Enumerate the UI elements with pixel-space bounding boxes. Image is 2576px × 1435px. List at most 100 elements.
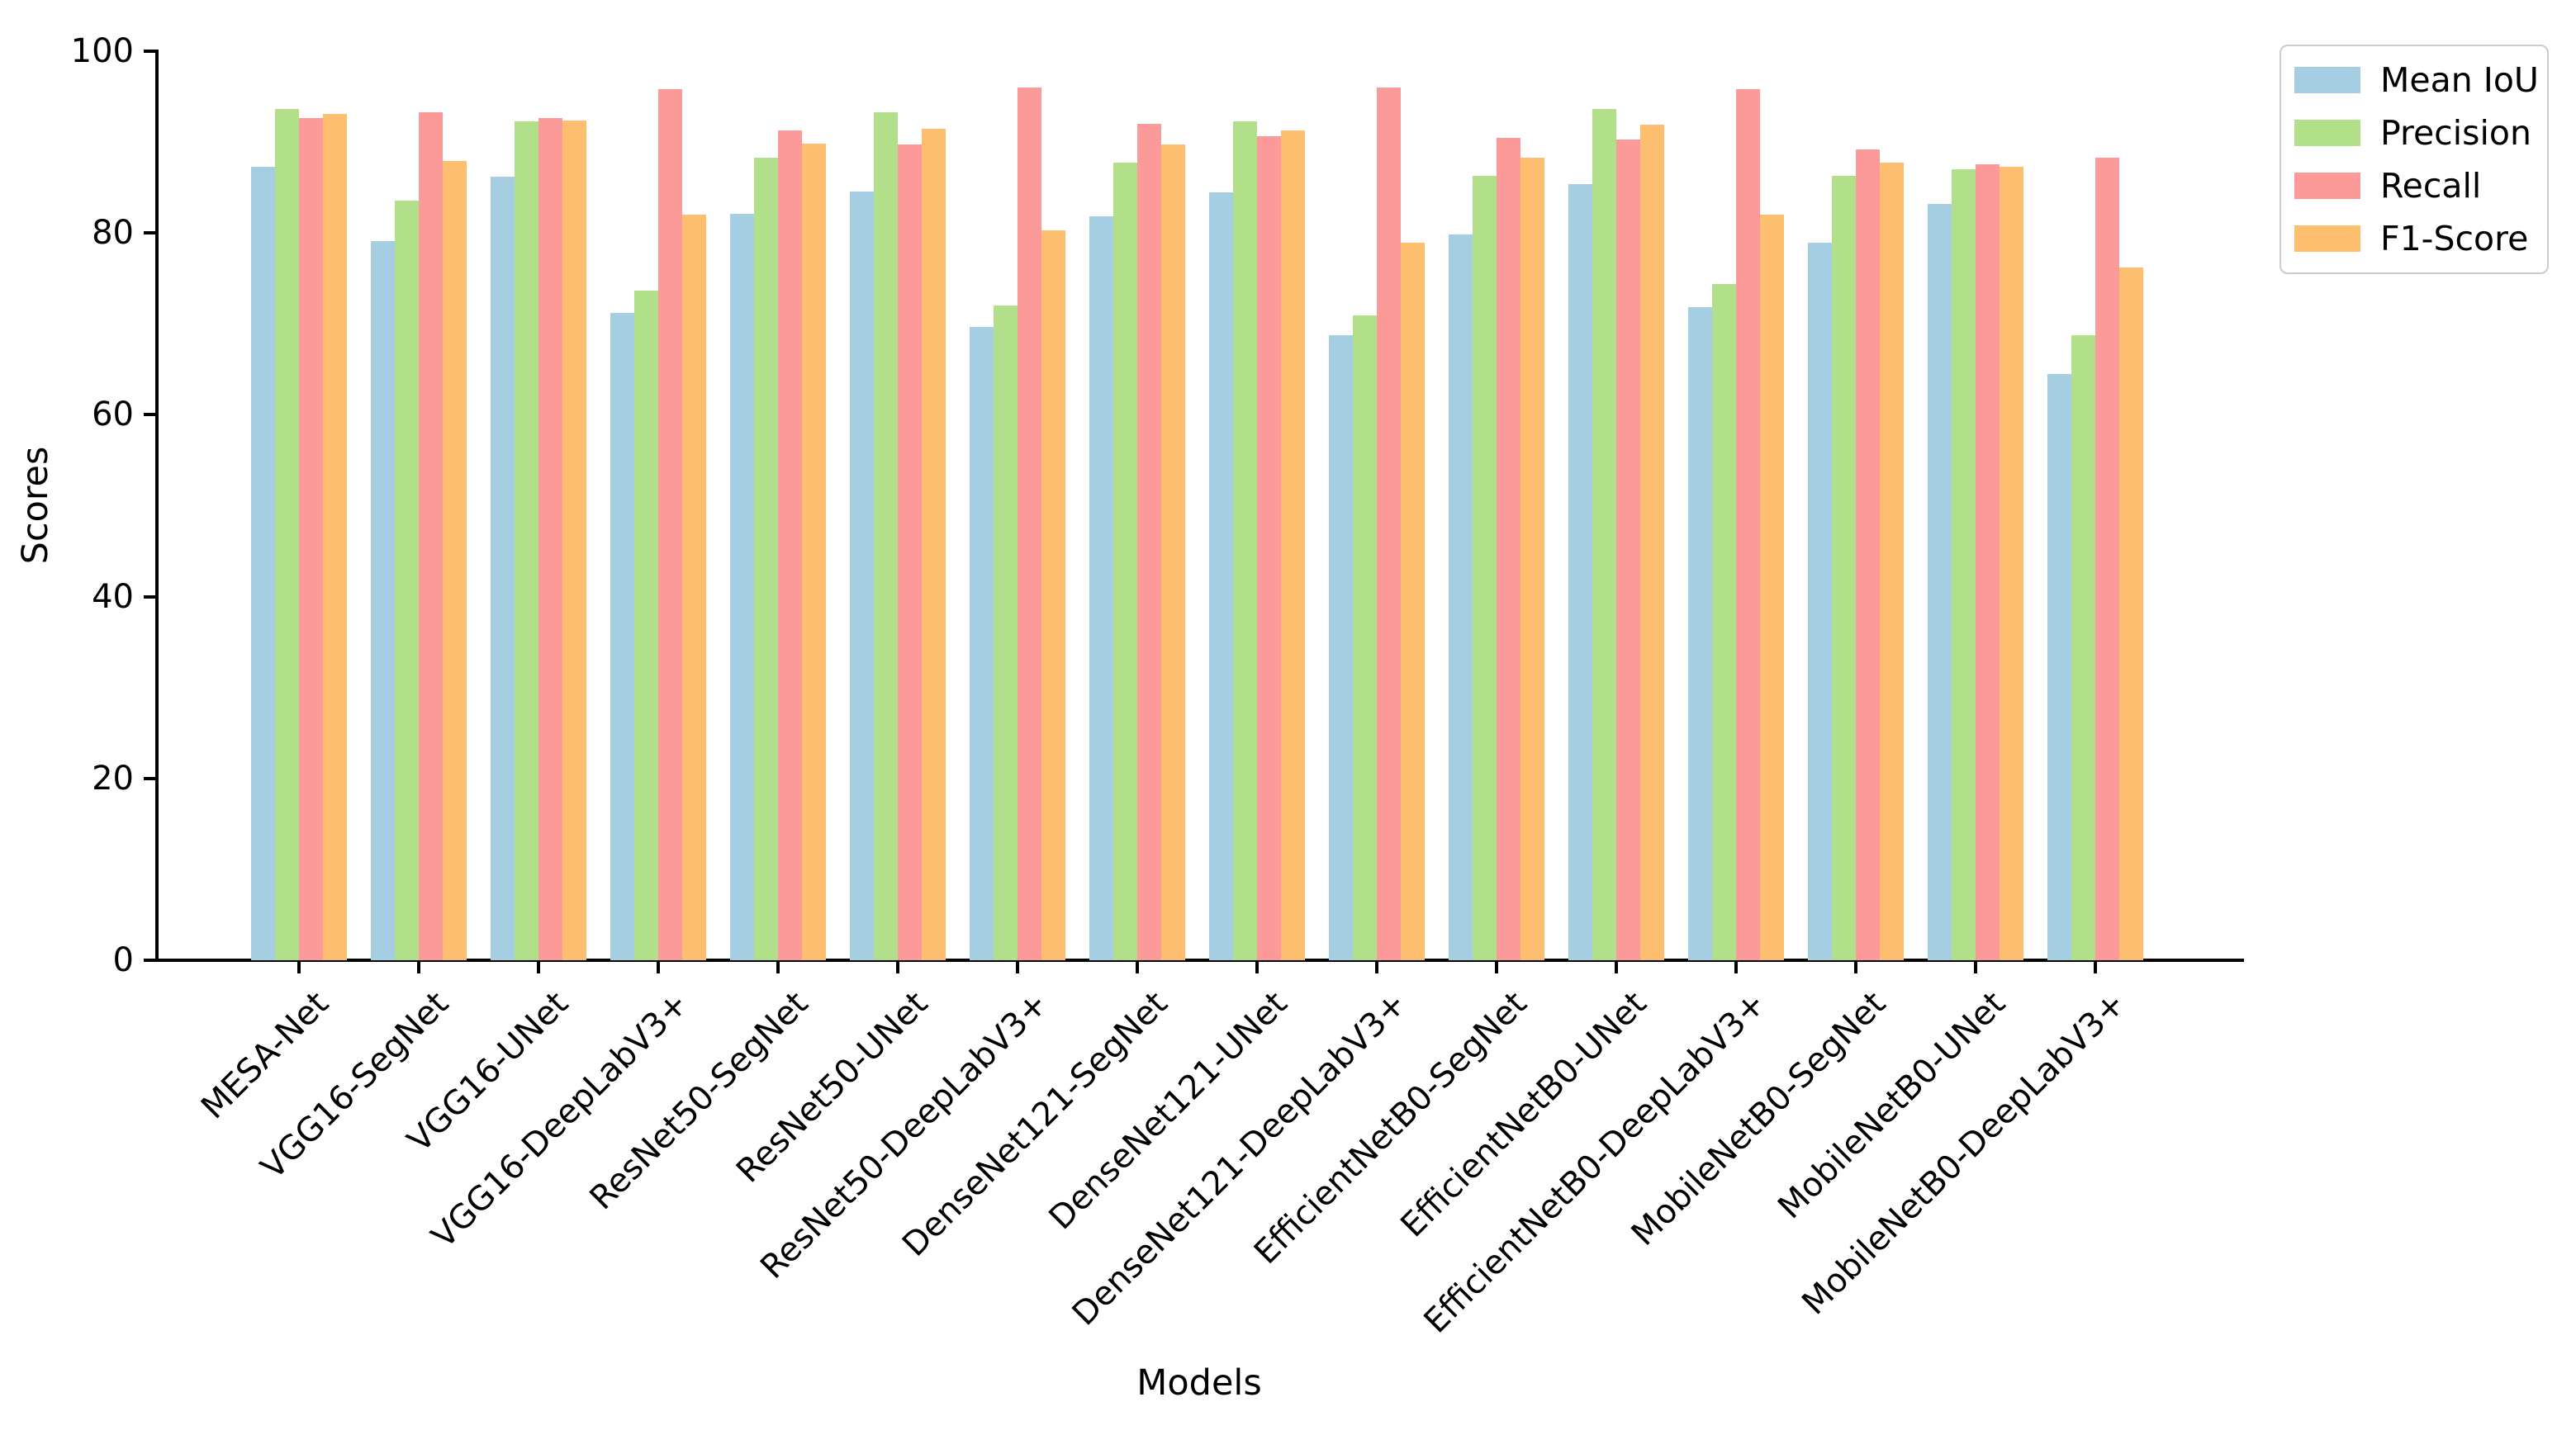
- bar-mean-iou: [2047, 373, 2071, 960]
- legend-entry: F1-Score: [2294, 220, 2529, 258]
- y-tick-label: 80: [92, 214, 134, 253]
- legend-label: Precision: [2380, 113, 2531, 153]
- bar-precision: [1472, 175, 1497, 960]
- legend-swatch-icon: [2294, 67, 2360, 93]
- x-tick-mark: [1494, 960, 1498, 973]
- x-tick-mark: [1973, 960, 1977, 973]
- bar-mean-iou: [849, 191, 874, 960]
- bar-precision: [274, 109, 299, 960]
- bar-f1-score: [801, 144, 826, 960]
- bar-precision: [1711, 283, 1736, 960]
- legend-label: Recall: [2380, 166, 2482, 206]
- x-tick-mark: [2093, 960, 2097, 973]
- x-tick-mark: [416, 960, 420, 973]
- bar-precision: [2071, 334, 2095, 960]
- bar-recall: [657, 89, 682, 960]
- bar-f1-score: [322, 113, 347, 960]
- bar-recall: [1136, 124, 1161, 960]
- x-tick-mark: [1853, 960, 1857, 973]
- bar-mean-iou: [610, 313, 634, 960]
- legend-label: F1-Score: [2380, 219, 2529, 258]
- bar-recall: [1735, 89, 1760, 960]
- bar-mean-iou: [1328, 334, 1353, 960]
- x-tick-mark: [1255, 960, 1259, 973]
- bar-precision: [394, 200, 419, 960]
- bar-mean-iou: [370, 241, 395, 960]
- bar-recall: [777, 130, 802, 960]
- bar-precision: [1831, 175, 1856, 960]
- x-tick-mark: [1614, 960, 1618, 973]
- bar-f1-score: [1160, 144, 1185, 960]
- bar-precision: [1592, 109, 1616, 960]
- bar-precision: [1951, 169, 1976, 960]
- bar-f1-score: [1639, 125, 1664, 960]
- y-tick-mark: [144, 231, 157, 235]
- bar-precision: [1352, 315, 1377, 960]
- bar-f1-score: [442, 161, 467, 960]
- legend-swatch-icon: [2294, 173, 2360, 199]
- bar-recall: [298, 118, 323, 960]
- x-tick-mark: [1135, 960, 1139, 973]
- bar-recall: [1376, 88, 1401, 960]
- bar-mean-iou: [1927, 203, 1952, 960]
- y-tick-mark: [144, 594, 157, 599]
- x-tick-mark: [297, 960, 301, 973]
- legend-entry: Recall: [2294, 167, 2529, 205]
- bar-recall: [1855, 149, 1880, 960]
- x-tick-label: DenseNet121-UNet: [1041, 984, 1295, 1238]
- bar-precision: [753, 157, 778, 960]
- y-tick-label: 20: [92, 759, 134, 798]
- bar-f1-score: [1759, 215, 1784, 960]
- x-axis-title: Models: [1136, 1362, 1262, 1404]
- x-tick-mark: [895, 960, 899, 973]
- y-axis-title: Scores: [15, 446, 56, 565]
- bar-precision: [1232, 121, 1257, 960]
- y-axis-spine: [155, 50, 159, 962]
- bar-mean-iou: [1687, 307, 1712, 960]
- bar-f1-score: [562, 120, 586, 960]
- legend: Mean IoU Precision Recall F1-Score: [2279, 45, 2549, 274]
- bar-mean-iou: [1448, 234, 1473, 960]
- bar-mean-iou: [1568, 183, 1592, 960]
- bar-mean-iou: [1807, 243, 1832, 960]
- x-tick-label: EfficientNetB0-UNet: [1393, 984, 1654, 1245]
- x-axis-spine: [155, 959, 2244, 962]
- x-tick-label: ResNet50-SegNet: [582, 984, 816, 1218]
- y-tick-mark: [144, 959, 157, 962]
- bar-precision: [514, 121, 538, 960]
- bar-f1-score: [1041, 230, 1065, 960]
- bar-f1-score: [2118, 268, 2143, 960]
- bar-recall: [1975, 163, 2000, 960]
- y-tick-mark: [144, 50, 157, 53]
- x-tick-label: MobileNetB0-UNet: [1771, 984, 2014, 1227]
- bar-recall: [538, 118, 562, 960]
- bar-recall: [1017, 88, 1041, 960]
- bar-mean-iou: [250, 166, 275, 960]
- bar-recall: [2094, 157, 2119, 960]
- bar-precision: [873, 111, 898, 960]
- y-tick-mark: [144, 413, 157, 417]
- bar-recall: [1615, 139, 1640, 960]
- bar-recall: [1256, 136, 1281, 960]
- bar-mean-iou: [969, 326, 994, 960]
- legend-swatch-icon: [2294, 225, 2360, 252]
- bar-precision: [993, 305, 1018, 960]
- y-tick-label: 0: [112, 941, 134, 979]
- bar-f1-score: [921, 128, 946, 960]
- bar-f1-score: [1400, 243, 1425, 960]
- legend-swatch-icon: [2294, 120, 2360, 146]
- x-tick-mark: [536, 960, 540, 973]
- bar-f1-score: [681, 215, 706, 960]
- bar-f1-score: [1520, 157, 1544, 960]
- x-tick-mark: [656, 960, 660, 973]
- y-tick-mark: [144, 776, 157, 780]
- bar-mean-iou: [1208, 192, 1233, 960]
- legend-entry: Mean IoU: [2294, 61, 2539, 99]
- legend-label: Mean IoU: [2380, 60, 2539, 100]
- bar-recall: [897, 144, 922, 960]
- bar-mean-iou: [729, 214, 754, 960]
- bar-recall: [1496, 137, 1520, 960]
- y-tick-label: 40: [92, 577, 134, 616]
- bar-mean-iou: [1089, 216, 1113, 960]
